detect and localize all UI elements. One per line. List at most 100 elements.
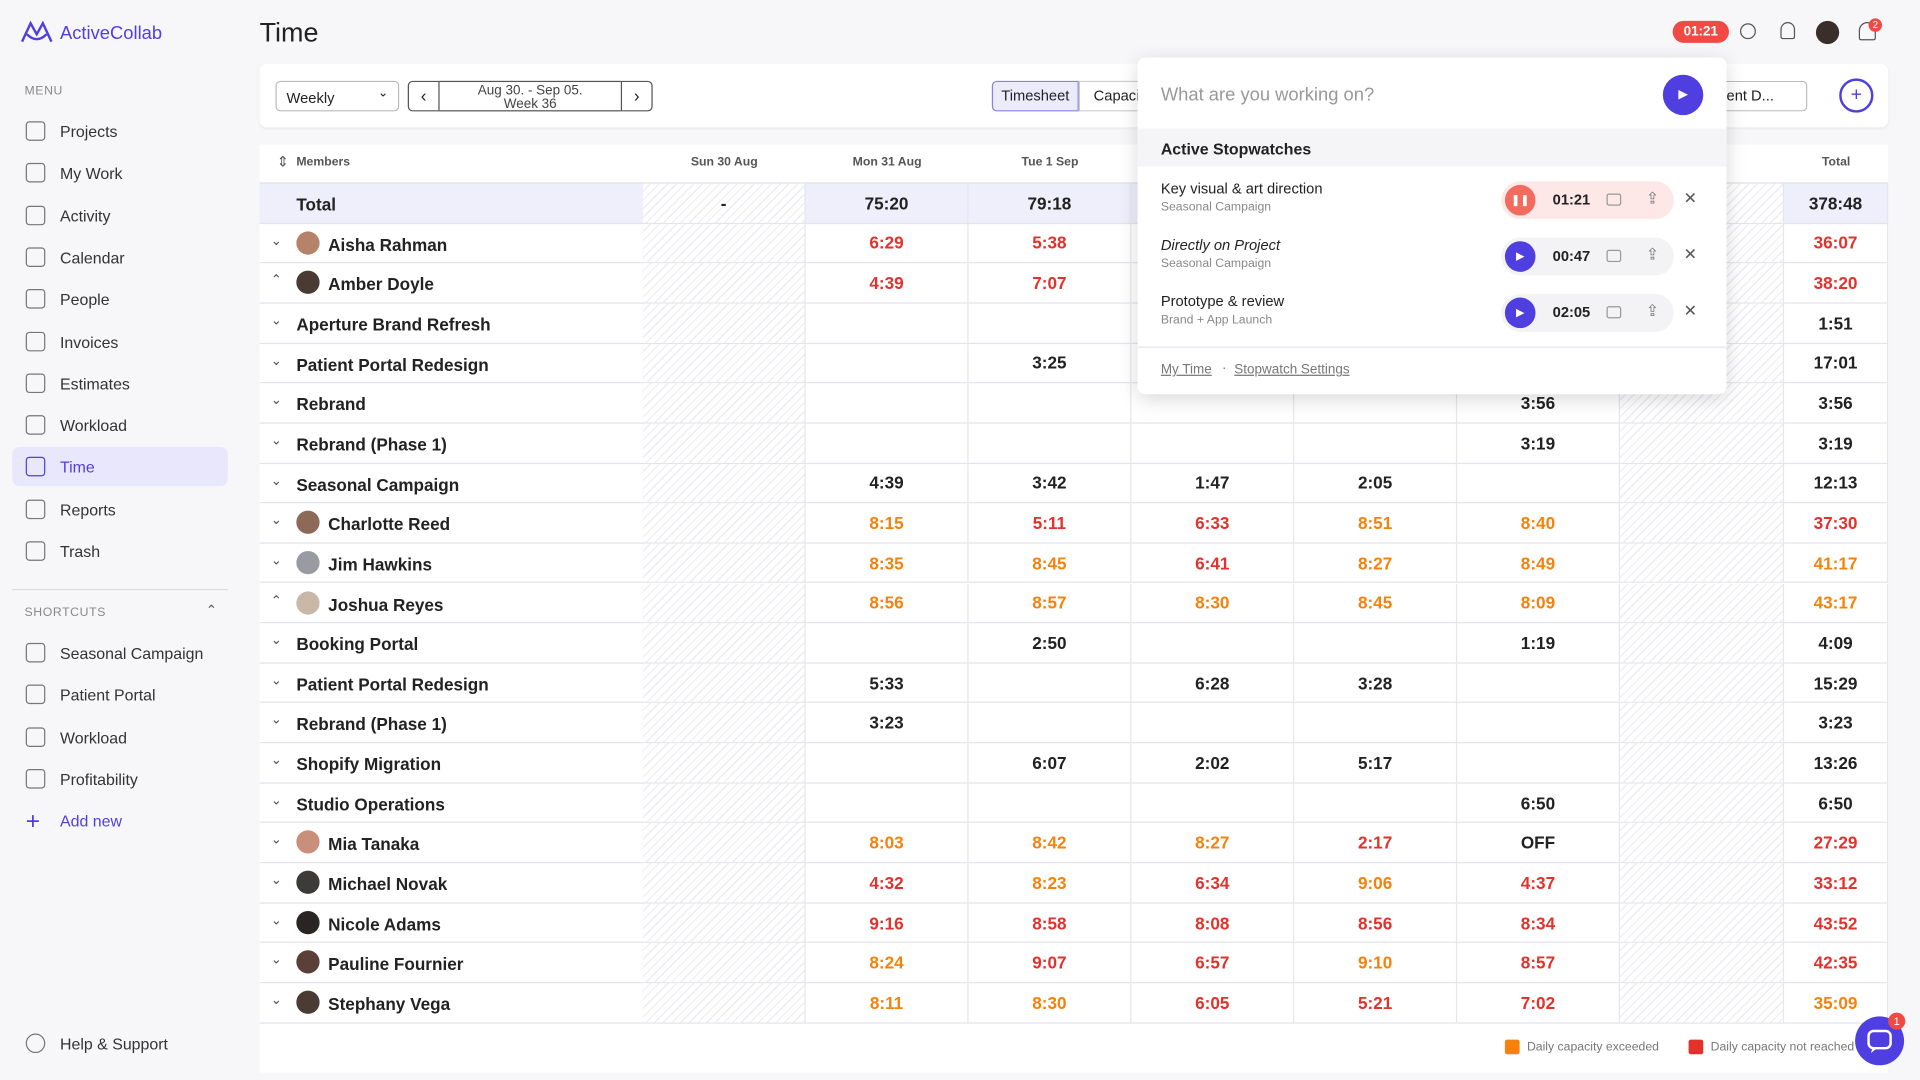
filter[interactable]: ent D... — [1716, 80, 1808, 112]
chevron[interactable]: ⌄ — [270, 353, 282, 369]
row-name: Charlotte Reed — [328, 514, 451, 535]
chevron[interactable]: ⌄ — [270, 673, 282, 688]
chevron[interactable]: ⌄ — [270, 313, 282, 329]
chevron[interactable]: ⌄ — [270, 553, 282, 568]
chevron[interactable]: ⌄ — [270, 993, 282, 1008]
stopwatch-input[interactable]: What are you working on? — [1160, 84, 1375, 106]
cell — [642, 823, 806, 863]
chevron[interactable]: ⌄ — [270, 793, 282, 808]
row-name: Pauline Fournier — [328, 954, 464, 974]
cell: 13:26 — [1784, 743, 1889, 783]
submit-icon[interactable]: ⇪ — [1645, 301, 1660, 320]
cell-value: 6:50 — [1520, 792, 1556, 813]
chevron[interactable]: ⌄ — [270, 393, 282, 409]
tab[interactable]: Timesheet — [991, 80, 1079, 112]
chevron[interactable]: ⌄ — [270, 233, 282, 249]
logo — [20, 17, 54, 46]
menu-text: Activity — [60, 206, 111, 225]
chevron[interactable]: ⌄ — [270, 513, 282, 528]
chevron[interactable]: ⌄ — [270, 913, 282, 928]
chevron[interactable]: ⌄ — [270, 633, 282, 648]
submit-icon[interactable]: ⇪ — [1645, 188, 1660, 207]
chevron[interactable]: ⌄ — [270, 953, 282, 968]
cell-value: 8:08 — [1195, 912, 1230, 933]
menu-item[interactable]: Projects — [12, 111, 228, 150]
chevron[interactable]: ⌃ — [270, 593, 282, 608]
note-icon[interactable] — [1606, 193, 1622, 206]
cell: 27:29 — [1784, 823, 1889, 863]
menu-item[interactable]: Workload — [12, 405, 228, 444]
timer-badge[interactable]: 01:21 — [1672, 20, 1729, 43]
cell — [642, 703, 806, 743]
menu-item[interactable]: Time — [12, 447, 228, 487]
cell-value: 4:37 — [1520, 872, 1556, 893]
cell: 8:27 — [1294, 543, 1458, 583]
chevron[interactable]: ⌄ — [270, 433, 282, 449]
cell — [1620, 543, 1785, 583]
chevron[interactable]: ⌄ — [270, 753, 282, 768]
pause-button[interactable]: ❚❚ — [1504, 184, 1536, 216]
start-button[interactable]: ▶ — [1662, 74, 1704, 116]
chevron[interactable]: ⌄ — [270, 833, 282, 848]
cell-value: 17:01 — [1813, 353, 1858, 373]
bell[interactable] — [1780, 22, 1796, 40]
note-icon[interactable] — [1606, 249, 1622, 263]
shortcut[interactable]: Workload — [60, 728, 127, 747]
cell — [1620, 823, 1785, 863]
cell: 6:50 — [1784, 783, 1889, 823]
search[interactable] — [1740, 23, 1756, 40]
cell — [642, 303, 806, 343]
shortcut[interactable]: Patient Portal — [60, 686, 156, 705]
cell: OFF — [1457, 823, 1620, 863]
cell — [1131, 783, 1295, 823]
menu-item[interactable]: Reports — [12, 489, 228, 528]
menu-item[interactable]: Trash — [12, 531, 228, 570]
link[interactable]: Stopwatch Settings — [1234, 362, 1350, 378]
cell-value: 3:56 — [1818, 393, 1853, 413]
chevron[interactable]: ⌄ — [270, 713, 282, 728]
submit-icon[interactable]: ⇪ — [1645, 244, 1660, 264]
remove[interactable]: ✕ — [1683, 188, 1698, 207]
play-button[interactable]: ▶ — [1504, 297, 1536, 329]
avatar[interactable] — [1815, 20, 1840, 45]
cell: 36:07 — [1784, 223, 1889, 263]
note-icon[interactable] — [1606, 306, 1622, 319]
shortcut-icon — [25, 768, 46, 789]
cell-value: 6:50 — [1818, 792, 1853, 813]
menu-item[interactable]: Calendar — [12, 237, 228, 276]
chevron[interactable]: ⌄ — [270, 473, 282, 489]
link[interactable]: My Time — [1160, 362, 1212, 378]
row: ⌄ Rebrand (Phase 1) 3:23 3:23 — [259, 703, 1889, 744]
add-time[interactable]: + — [1839, 78, 1874, 113]
menu-item[interactable]: People — [12, 279, 228, 318]
row: ⌄ Studio Operations 6:50 6:50 — [259, 783, 1889, 824]
cell — [1131, 383, 1295, 423]
sort-icon: ⇕ — [276, 153, 290, 171]
row-name: Joshua Reyes — [328, 594, 444, 615]
cell: 378:48 — [1784, 183, 1889, 223]
menu-icon — [25, 415, 46, 435]
row-name: Nicole Adams — [328, 914, 441, 934]
remove[interactable]: ✕ — [1683, 244, 1698, 264]
cell — [1131, 623, 1295, 663]
cell-value: 42:35 — [1813, 952, 1858, 973]
cell — [1131, 423, 1295, 463]
next[interactable]: › — [620, 80, 653, 112]
remove[interactable]: ✕ — [1683, 301, 1698, 320]
cell: 6:57 — [1131, 943, 1295, 983]
menu-item[interactable]: Invoices — [12, 321, 228, 360]
menu-item[interactable]: My Work — [12, 153, 228, 192]
help[interactable]: Help & Support — [60, 1034, 168, 1054]
shortcut[interactable]: Profitability — [60, 770, 138, 789]
prev[interactable]: ‹ — [407, 80, 440, 112]
add-new[interactable]: Add new — [60, 811, 122, 831]
cell-value: 38:20 — [1813, 273, 1858, 293]
member-avatar — [296, 870, 320, 894]
play-button[interactable]: ▶ — [1504, 241, 1536, 272]
shortcut[interactable]: Seasonal Campaign — [60, 644, 204, 663]
chevron[interactable]: ⌃ — [270, 273, 282, 289]
menu-item[interactable]: Activity — [12, 195, 228, 234]
period-select[interactable]: Weekly ⌄ — [275, 80, 400, 112]
chevron[interactable]: ⌄ — [270, 873, 282, 888]
menu-item[interactable]: Estimates — [12, 363, 228, 402]
